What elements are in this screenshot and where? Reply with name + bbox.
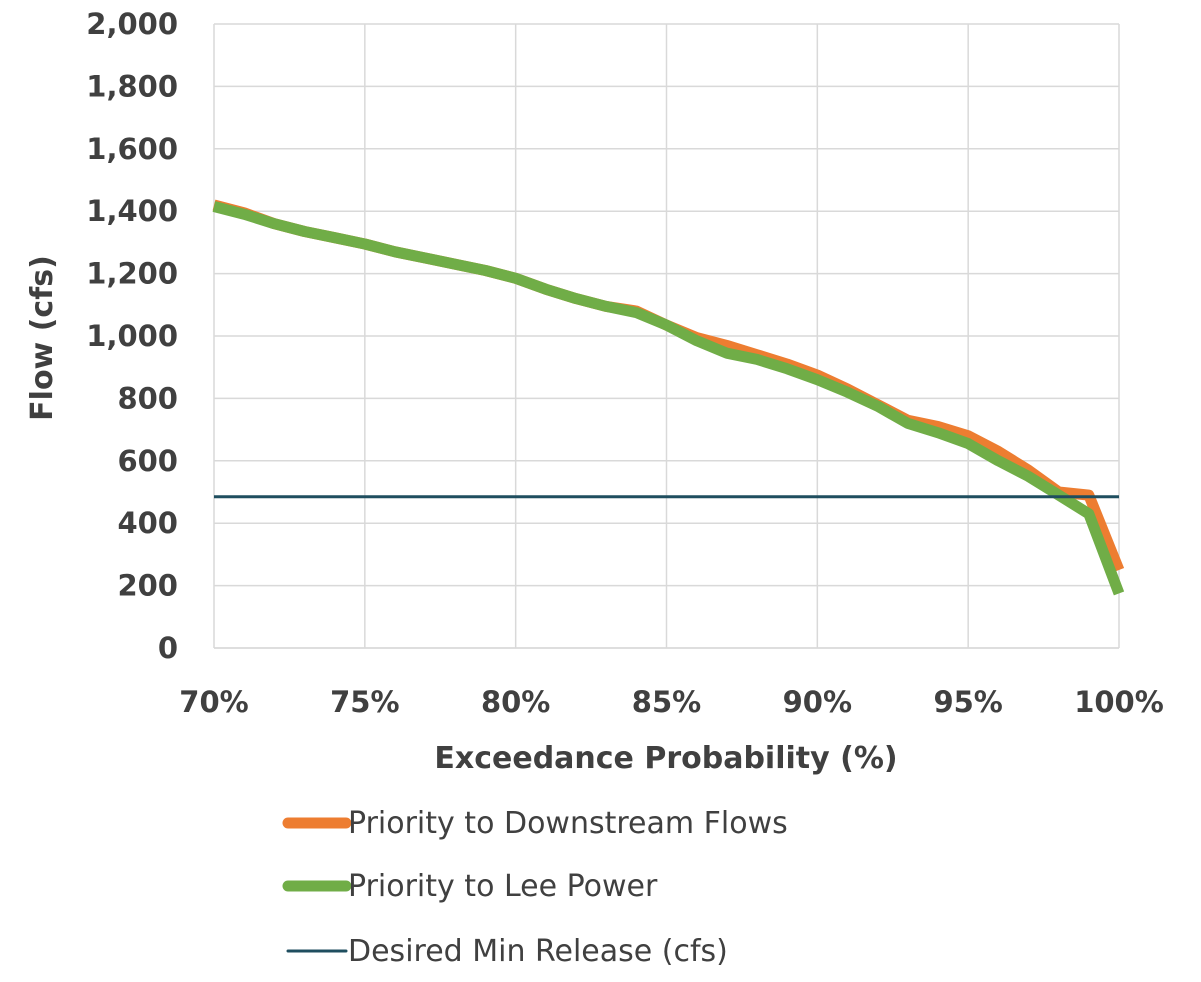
y-tick-label: 200: [117, 569, 178, 603]
y-tick-label: 1,200: [86, 257, 178, 291]
y-tick-label: 2,000: [86, 7, 178, 41]
y-tick-label: 400: [117, 506, 178, 540]
y-tick-label: 1,800: [86, 69, 178, 103]
x-axis-title: Exceedance Probability (%): [434, 741, 897, 776]
x-tick-label: 75%: [330, 685, 399, 719]
y-tick-label: 1,400: [86, 194, 178, 228]
legend: Priority to Downstream Flows Priority to …: [282, 806, 788, 969]
y-tick-label: 800: [117, 381, 178, 415]
legend-label: Priority to Lee Power: [348, 869, 658, 904]
x-tick-label: 85%: [632, 685, 701, 719]
axes: 0 200 400 600 800 1,000 1,200 1,400 1,600 1,800 2,…: [86, 7, 1164, 719]
y-tick-label: 1,000: [86, 319, 178, 353]
grid: [213, 23, 1120, 649]
series-line: [212, 201, 1125, 596]
x-tick-label: 80%: [481, 685, 550, 719]
y-axis-title: Flow (cfs): [25, 255, 60, 421]
y-tick-label: 1,600: [86, 132, 178, 166]
y-tick-label: 600: [117, 444, 178, 478]
x-tick-label: 90%: [783, 685, 852, 719]
y-tick-label: 0: [158, 631, 178, 665]
legend-label: Desired Min Release (cfs): [348, 934, 728, 969]
x-tick-label: 100%: [1074, 685, 1164, 719]
series-lines: [212, 199, 1125, 596]
x-tick-label: 70%: [179, 685, 248, 719]
x-tick-label: 95%: [933, 685, 1002, 719]
legend-label: Priority to Downstream Flows: [348, 806, 788, 841]
